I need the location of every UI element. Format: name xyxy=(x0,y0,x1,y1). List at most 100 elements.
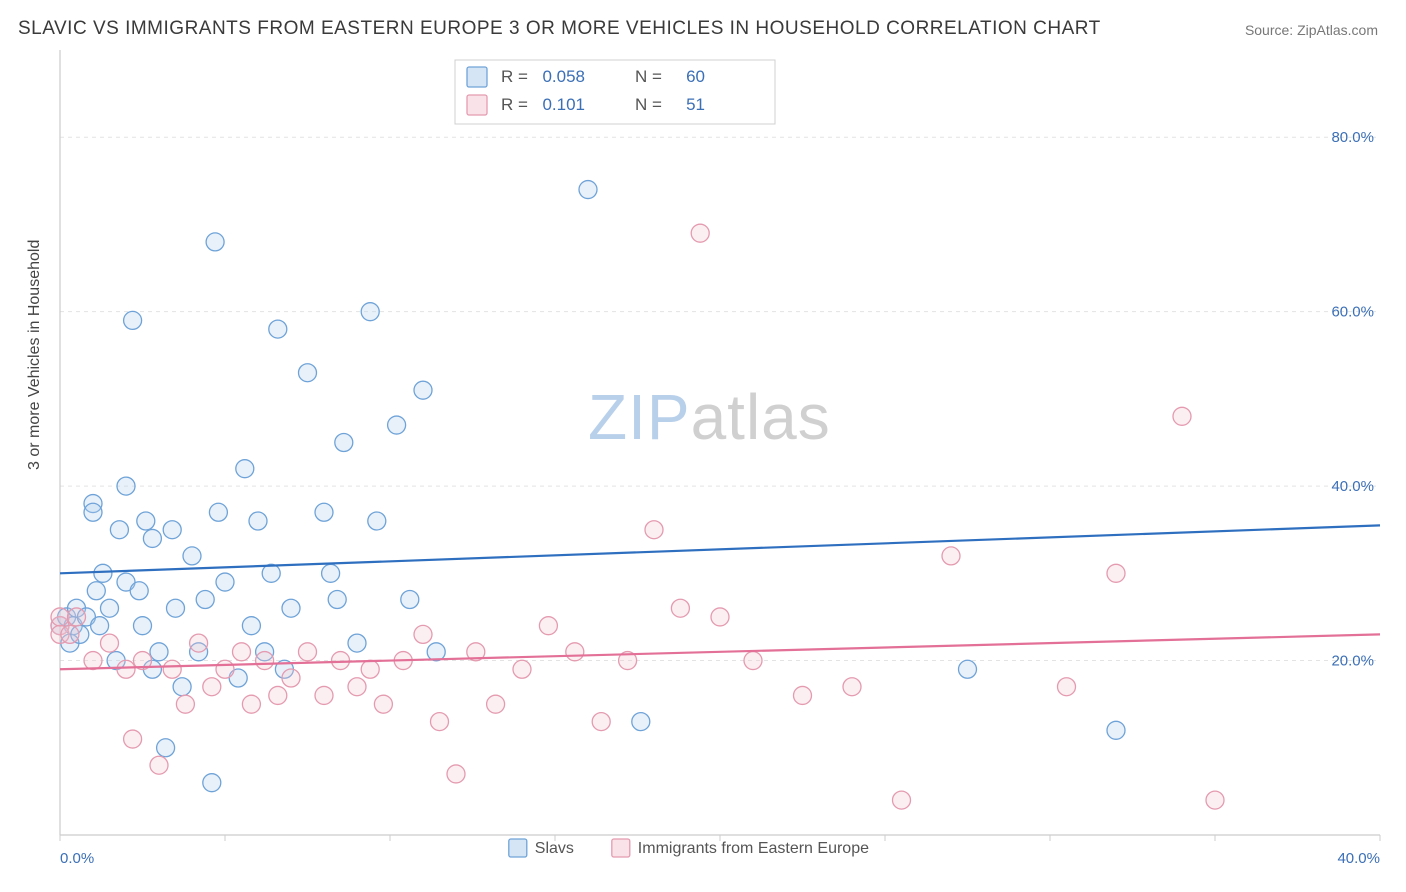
data-point-slavs xyxy=(163,521,181,539)
data-point-slavs xyxy=(110,521,128,539)
data-point-immigrants xyxy=(348,678,366,696)
y-tick-label: 60.0% xyxy=(1331,304,1374,321)
data-point-immigrants xyxy=(233,643,251,661)
x-tick-label: 0.0% xyxy=(60,850,94,867)
y-tick-label: 80.0% xyxy=(1331,129,1374,146)
data-point-immigrants xyxy=(256,652,274,670)
data-point-slavs xyxy=(242,617,260,635)
scatter-chart: 20.0%40.0%60.0%80.0%0.0%40.0%R =0.058N =… xyxy=(0,0,1406,892)
data-point-slavs xyxy=(84,503,102,521)
data-point-slavs xyxy=(335,434,353,452)
data-point-slavs xyxy=(94,564,112,582)
data-point-immigrants xyxy=(592,713,610,731)
data-point-immigrants xyxy=(1107,564,1125,582)
data-point-slavs xyxy=(167,599,185,617)
data-point-immigrants xyxy=(539,617,557,635)
data-point-slavs xyxy=(203,774,221,792)
data-point-immigrants xyxy=(51,608,69,626)
data-point-immigrants xyxy=(361,660,379,678)
data-point-immigrants xyxy=(61,625,79,643)
stats-r-label-immigrants: R = xyxy=(501,95,528,114)
data-point-immigrants xyxy=(101,634,119,652)
data-point-slavs xyxy=(206,233,224,251)
data-point-slavs xyxy=(388,416,406,434)
data-point-slavs xyxy=(1107,721,1125,739)
data-point-immigrants xyxy=(124,730,142,748)
x-tick-label: 40.0% xyxy=(1337,850,1380,867)
stats-swatch-immigrants xyxy=(467,95,487,115)
data-point-slavs xyxy=(173,678,191,696)
data-point-immigrants xyxy=(190,634,208,652)
data-point-slavs xyxy=(414,381,432,399)
data-point-immigrants xyxy=(163,660,181,678)
data-point-immigrants xyxy=(893,791,911,809)
data-point-slavs xyxy=(87,582,105,600)
data-point-slavs xyxy=(269,320,287,338)
stats-r-value-immigrants: 0.101 xyxy=(542,95,585,114)
data-point-immigrants xyxy=(711,608,729,626)
stats-n-label-slavs: N = xyxy=(635,67,662,86)
data-point-slavs xyxy=(315,503,333,521)
data-point-slavs xyxy=(401,591,419,609)
stats-swatch-slavs xyxy=(467,67,487,87)
data-point-immigrants xyxy=(1173,407,1191,425)
data-point-slavs xyxy=(101,599,119,617)
data-point-immigrants xyxy=(84,652,102,670)
data-point-immigrants xyxy=(315,686,333,704)
data-point-slavs xyxy=(959,660,977,678)
data-point-slavs xyxy=(368,512,386,530)
data-point-slavs xyxy=(328,591,346,609)
data-point-slavs xyxy=(282,599,300,617)
data-point-immigrants xyxy=(374,695,392,713)
data-point-slavs xyxy=(236,460,254,478)
stats-n-value-immigrants: 51 xyxy=(686,95,705,114)
legend-swatch-slavs xyxy=(509,839,527,857)
data-point-immigrants xyxy=(203,678,221,696)
data-point-immigrants xyxy=(68,608,86,626)
data-point-slavs xyxy=(632,713,650,731)
data-point-immigrants xyxy=(282,669,300,687)
data-point-slavs xyxy=(579,181,597,199)
data-point-immigrants xyxy=(176,695,194,713)
data-point-immigrants xyxy=(487,695,505,713)
data-point-slavs xyxy=(196,591,214,609)
data-point-slavs xyxy=(157,739,175,757)
stats-r-value-slavs: 0.058 xyxy=(542,67,585,86)
data-point-immigrants xyxy=(671,599,689,617)
data-point-immigrants xyxy=(942,547,960,565)
data-point-immigrants xyxy=(414,625,432,643)
data-point-slavs xyxy=(143,529,161,547)
data-point-slavs xyxy=(348,634,366,652)
data-point-immigrants xyxy=(216,660,234,678)
stats-n-label-immigrants: N = xyxy=(635,95,662,114)
data-point-slavs xyxy=(262,564,280,582)
data-point-slavs xyxy=(299,364,317,382)
data-point-slavs xyxy=(361,303,379,321)
data-point-immigrants xyxy=(744,652,762,670)
data-point-slavs xyxy=(249,512,267,530)
data-point-immigrants xyxy=(117,660,135,678)
data-point-immigrants xyxy=(150,756,168,774)
data-point-slavs xyxy=(91,617,109,635)
stats-n-value-slavs: 60 xyxy=(686,67,705,86)
data-point-immigrants xyxy=(645,521,663,539)
data-point-slavs xyxy=(150,643,168,661)
data-point-immigrants xyxy=(794,686,812,704)
data-point-slavs xyxy=(322,564,340,582)
data-point-slavs xyxy=(130,582,148,600)
trend-line-slavs xyxy=(60,525,1380,573)
data-point-immigrants xyxy=(843,678,861,696)
data-point-slavs xyxy=(137,512,155,530)
data-point-immigrants xyxy=(447,765,465,783)
legend-label-slavs: Slavs xyxy=(535,840,574,857)
data-point-slavs xyxy=(134,617,152,635)
data-point-immigrants xyxy=(1206,791,1224,809)
data-point-immigrants xyxy=(269,686,287,704)
data-point-immigrants xyxy=(242,695,260,713)
data-point-slavs xyxy=(117,477,135,495)
data-point-slavs xyxy=(216,573,234,591)
data-point-immigrants xyxy=(691,224,709,242)
y-tick-label: 20.0% xyxy=(1331,653,1374,670)
data-point-immigrants xyxy=(299,643,317,661)
stats-r-label-slavs: R = xyxy=(501,67,528,86)
